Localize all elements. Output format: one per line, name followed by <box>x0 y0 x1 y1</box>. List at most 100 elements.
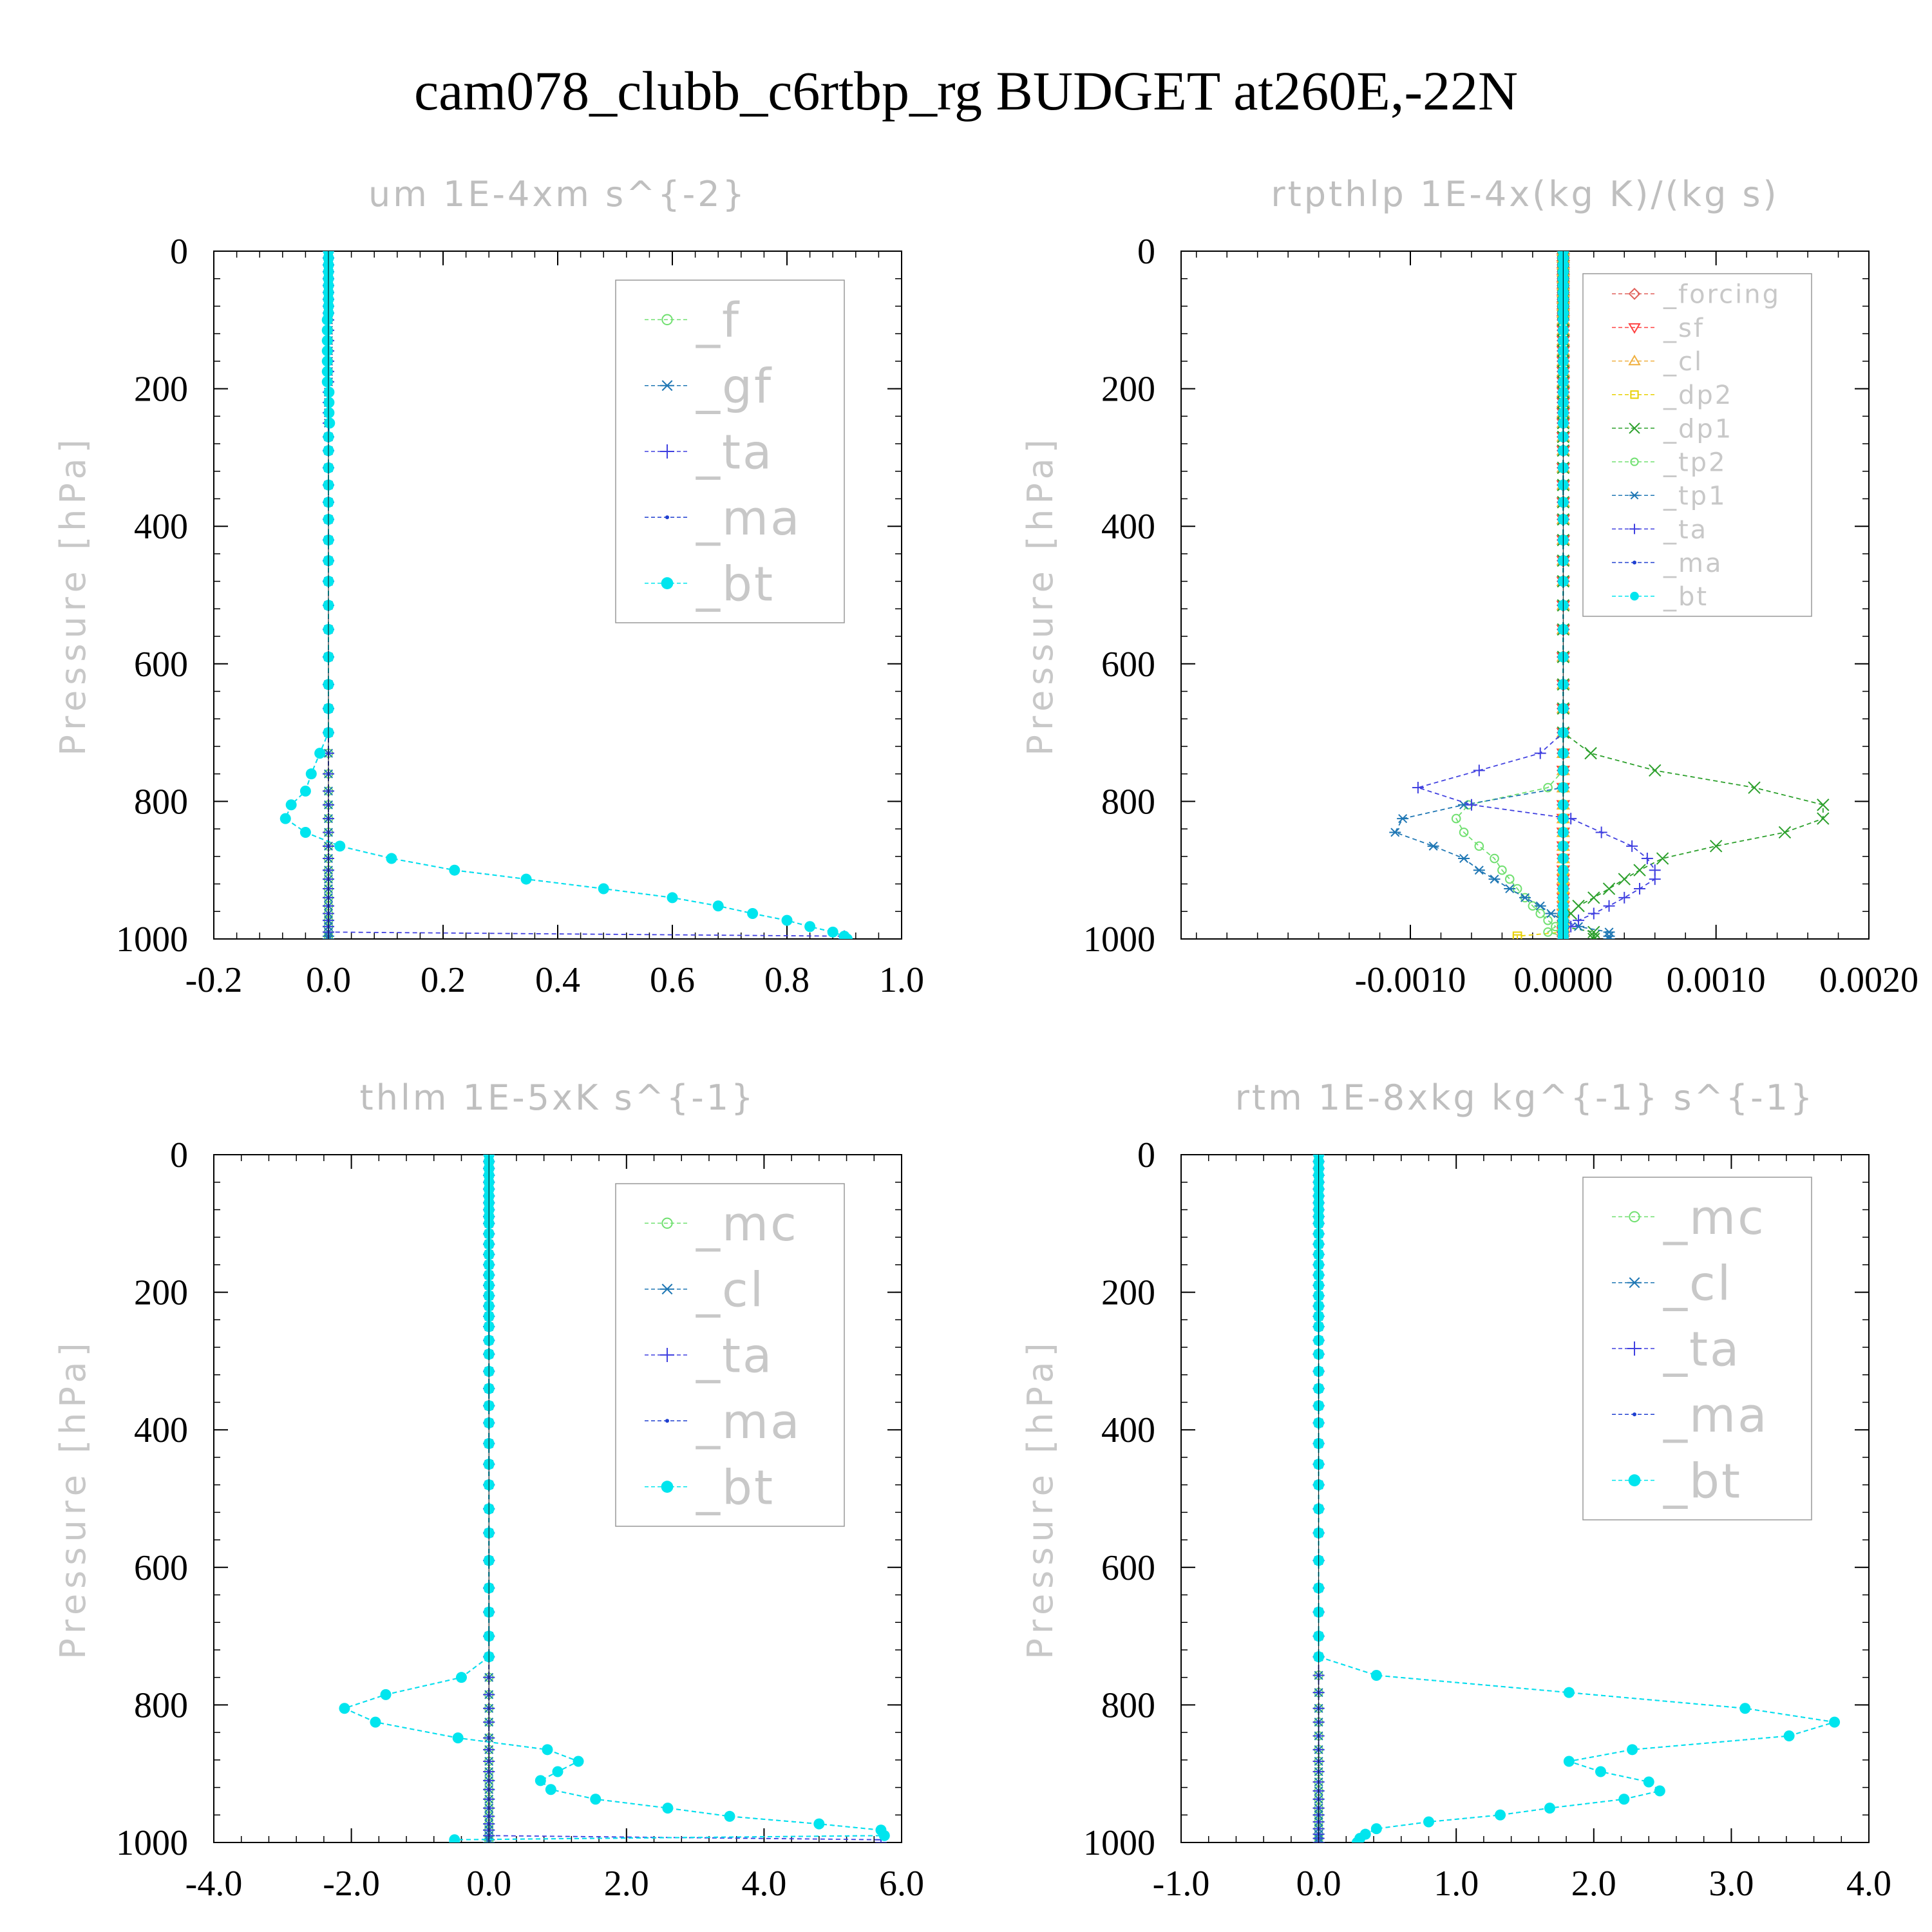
marker-p0-sleg-2 <box>660 444 674 459</box>
y-tick-label-2-3: 600 <box>134 1548 188 1588</box>
marker-p0-s4-37 <box>305 768 317 780</box>
y-tick-label-1-2: 400 <box>1101 507 1155 547</box>
marker-p3-s4-43 <box>1563 1756 1575 1767</box>
marker-p3-s4-41 <box>1783 1730 1795 1741</box>
marker-p1-s4-39 <box>1817 799 1830 811</box>
marker-p1-s6-47 <box>1519 893 1531 902</box>
marker-p0-s4-39 <box>285 799 297 811</box>
marker-p1-s7-41 <box>1595 826 1607 838</box>
marker-p1-s3-54 <box>1512 934 1522 939</box>
x-tick-label-2-2: 0.0 <box>466 1864 511 1904</box>
legend-label-1-4: _dp1 <box>1663 414 1733 444</box>
marker-p1-s6-41 <box>1389 828 1401 837</box>
marker-p0-s4-54 <box>841 933 853 939</box>
legend-box-1 <box>1582 273 1812 617</box>
y-axis-label-1: Pressure [hPa] <box>1020 434 1061 755</box>
marker-p1-s7-47 <box>1618 891 1631 904</box>
x-tick-label-2-1: -2.0 <box>323 1864 380 1904</box>
marker-p2-s4-42 <box>542 1744 553 1756</box>
legend-label-1-2: _cl <box>1663 347 1703 377</box>
panel-title-2: thlm 1E-5xK s^{-1} <box>360 1077 756 1118</box>
marker-p2-sleg-2 <box>660 1348 674 1362</box>
legend-2: _mc _cl _ta _ma _bt <box>615 1183 845 1527</box>
marker-p3-s4-49 <box>1495 1809 1506 1821</box>
marker-p0-s4-11 <box>321 325 333 336</box>
marker-p1-s5-40 <box>1451 813 1461 824</box>
marker-p1-s4-38 <box>1748 781 1761 794</box>
marker-p2-s4-37 <box>455 1672 467 1683</box>
marker-p3-s1-54 <box>1312 1837 1325 1842</box>
x-tick-label-0-6: 1.0 <box>879 960 924 1000</box>
y-tick-label-1-0: 0 <box>1137 232 1155 272</box>
y-tick-label-3-3: 600 <box>1101 1548 1155 1588</box>
plot-frame-2 <box>213 1154 902 1843</box>
marker-p3-sleg-3 <box>1633 1412 1636 1417</box>
marker-p1-s4-54 <box>1587 933 1600 939</box>
x-tick-label-0-1: 0.0 <box>306 960 351 1000</box>
marker-p1-s7-48 <box>1603 900 1615 912</box>
panel-title-3: rtm 1E-8xkg kg^{-1} s^{-1} <box>1235 1077 1815 1118</box>
legend-label-3-1: _cl <box>1663 1256 1732 1311</box>
x-tick-label-1-2: 0.0010 <box>1667 960 1766 1000</box>
marker-p1-sleg-2 <box>1628 354 1641 366</box>
marker-p1-s6-46 <box>1504 884 1516 894</box>
marker-p1-s6-54 <box>1603 934 1615 939</box>
marker-p0-s1-54 <box>323 934 334 939</box>
y-tick-label-0-4: 800 <box>134 782 188 822</box>
marker-p0-s4-16 <box>321 376 333 388</box>
legend-label-1-3: _dp2 <box>1663 381 1733 410</box>
plot-frame-3 <box>1180 1154 1870 1843</box>
series-group-0 <box>279 251 853 939</box>
marker-p1-s4-53 <box>1587 930 1600 939</box>
y-tick-label-0-5: 1000 <box>116 920 188 960</box>
marker-p0-s4-38 <box>299 785 311 797</box>
marker-p1-s5-42 <box>1474 841 1484 851</box>
y-tick-label-2-2: 400 <box>134 1410 188 1450</box>
marker-p1-sleg-0 <box>1628 287 1641 300</box>
x-tick-label-0-3: 0.4 <box>535 960 580 1000</box>
x-tick-label-2-0: -4.0 <box>185 1864 243 1904</box>
legend-label-3-3: _ma <box>1663 1388 1768 1443</box>
panel-0: um 1E-4xm s^{-2} Pressure [hPa] -0.2 0.0 0.2… <box>53 174 924 1000</box>
x-tick-label-0-2: 0.2 <box>421 960 466 1000</box>
marker-p1-s4-47 <box>1587 891 1600 904</box>
panels-group: um 1E-4xm s^{-2} Pressure [hPa] -0.2 0.0 0.2… <box>53 174 1918 1904</box>
x-tick-label-1-3: 0.0020 <box>1819 960 1918 1000</box>
marker-p0-s4-20 <box>324 417 336 429</box>
marker-p0-sleg-0 <box>661 314 673 326</box>
marker-p2-sleg-4 <box>661 1481 674 1493</box>
marker-p2-s4-41 <box>452 1732 464 1744</box>
y-tick-label-0-1: 200 <box>134 370 188 410</box>
legend-label-3-4: _bt <box>1663 1454 1742 1509</box>
marker-p3-s4-47 <box>1618 1794 1630 1805</box>
legend-label-0-4: _bt <box>696 556 775 612</box>
marker-p3-s4-46 <box>1654 1785 1665 1797</box>
marker-p1-s4-40 <box>1817 812 1830 825</box>
marker-p0-s4-49 <box>747 907 759 919</box>
series-group-3 <box>1312 1155 1841 1842</box>
y-tick-label-3-4: 800 <box>1101 1685 1155 1725</box>
marker-p1-s7-46 <box>1634 883 1645 895</box>
y-tick-label-0-2: 400 <box>134 507 188 547</box>
marker-p2-s4-40 <box>370 1716 381 1728</box>
marker-p3-sleg-0 <box>1629 1211 1640 1223</box>
marker-p0-s4-36 <box>314 748 326 759</box>
marker-p0-s4-10 <box>321 314 333 326</box>
panel-1: rtpthlp 1E-4x(kg K)/(kg s) Pressure [hPa]… <box>1020 174 1918 1000</box>
marker-p1-s7-37 <box>1473 764 1485 777</box>
marker-p0-s4-15 <box>321 366 333 377</box>
marker-p3-s4-50 <box>1423 1816 1434 1828</box>
marker-p0-sleg-1 <box>660 380 674 392</box>
marker-p3-sleg-1 <box>1627 1277 1642 1289</box>
marker-p2-s4-47 <box>590 1794 601 1805</box>
panel-3: rtm 1E-8xkg kg^{-1} s^{-1} Pressure [hPa]… <box>1020 1077 1891 1904</box>
marker-p1-s7-45 <box>1649 873 1661 886</box>
legend-label-2-2: _ta <box>696 1329 773 1384</box>
series-group-1 <box>1389 251 1830 939</box>
marker-p1-s5-38 <box>1543 782 1553 793</box>
marker-p1-sleg-6 <box>1629 491 1640 500</box>
marker-p0-s4-18 <box>323 397 335 408</box>
marker-p0-sleg-4 <box>661 577 674 589</box>
marker-p3-s4-38 <box>1563 1687 1575 1698</box>
y-tick-label-2-5: 1000 <box>116 1823 188 1863</box>
